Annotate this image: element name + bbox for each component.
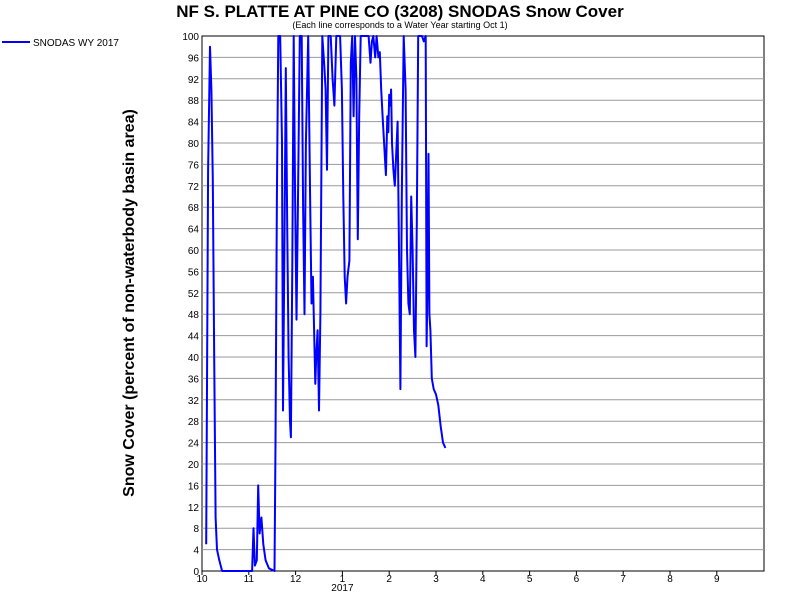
- x-tick-label: 6: [574, 574, 580, 585]
- legend-label: SNODAS WY 2017: [33, 38, 119, 49]
- y-tick-label: 64: [188, 225, 200, 236]
- y-tick-label: 24: [188, 439, 200, 450]
- x-tick-label: 4: [480, 574, 486, 585]
- y-tick-label: 20: [188, 460, 200, 471]
- y-tick-label: 48: [188, 310, 200, 321]
- y-tick-label: 84: [188, 118, 200, 129]
- y-tick-label: 88: [188, 96, 200, 107]
- y-tick-label: 60: [188, 246, 200, 257]
- x-axis-ticks: 10 11 12 1 2 3 4 5 6 7 8 9: [196, 571, 720, 585]
- series-line-0: [205, 35, 447, 572]
- x-tick-label: 11: [244, 574, 255, 585]
- x-tick-label: 8: [667, 574, 673, 585]
- y-tick-label: 72: [188, 182, 200, 193]
- x-tick-label: 5: [527, 574, 533, 585]
- y-tick-label: 68: [188, 203, 200, 214]
- y-tick-label: 12: [188, 503, 200, 514]
- year-label: 2017: [331, 583, 354, 594]
- chart-title: NF S. PLATTE AT PINE CO (3208) SNODAS Sn…: [176, 2, 624, 21]
- x-tick-label: 12: [290, 574, 302, 585]
- x-tick-label: 3: [433, 574, 439, 585]
- y-tick-label: 16: [188, 481, 200, 492]
- y-tick-label: 56: [188, 267, 200, 278]
- y-tick-label: 92: [188, 75, 200, 86]
- y-tick-label: 44: [188, 332, 200, 343]
- y-tick-label: 80: [188, 139, 200, 150]
- legend: SNODAS WY 2017: [2, 38, 119, 49]
- x-tick-label: 2: [386, 574, 392, 585]
- y-tick-label: 32: [188, 396, 200, 407]
- x-tick-label: 7: [620, 574, 626, 585]
- y-tick-label: 36: [188, 374, 200, 385]
- y-tick-label: 100: [182, 32, 199, 43]
- y-tick-label: 52: [188, 289, 200, 300]
- y-tick-label: 0: [193, 567, 199, 578]
- series-layer: [205, 35, 447, 572]
- y-tick-label: 4: [193, 546, 199, 557]
- y-tick-label: 76: [188, 160, 200, 171]
- x-tick-label: 1: [340, 574, 346, 585]
- y-tick-label: 28: [188, 417, 200, 428]
- y-axis-ticks: 0481216202428323640444852566064687276808…: [182, 32, 199, 578]
- y-tick-label: 8: [193, 524, 199, 535]
- x-tick-label: 9: [714, 574, 720, 585]
- y-tick-label: 40: [188, 353, 200, 364]
- chart-subtitle: (Each line corresponds to a Water Year s…: [292, 20, 507, 30]
- x-tick-label: 10: [196, 574, 208, 585]
- y-tick-label: 96: [188, 53, 200, 64]
- y-axis-label: Snow Cover (percent of non-waterbody bas…: [121, 109, 138, 497]
